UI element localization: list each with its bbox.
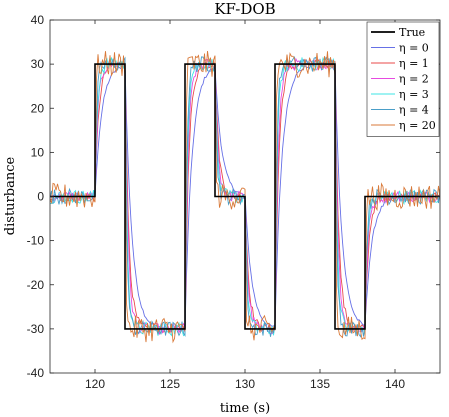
x-tick-label: 125 <box>160 377 180 391</box>
legend: True η = 0 η = 1 η = 2 η = 3 η = 4 η = 20 <box>366 21 440 137</box>
y-tick-label: -40 <box>27 366 45 380</box>
x-tick-label: 140 <box>385 377 405 391</box>
y-tick-label: -20 <box>27 278 45 292</box>
legend-label: η = 1 <box>399 57 429 70</box>
x-tick-label: 130 <box>235 377 255 391</box>
legend-box <box>366 21 440 137</box>
x-tick-label: 120 <box>85 377 105 391</box>
y-tick-label: 30 <box>31 57 45 71</box>
y-axis-label: disturbance <box>3 157 18 236</box>
series-layer <box>50 50 440 344</box>
legend-label: η = 20 <box>399 119 436 132</box>
legend-label: η = 0 <box>399 42 429 55</box>
y-tick-label: 0 <box>37 190 44 204</box>
legend-label: η = 4 <box>399 104 429 117</box>
x-tick-label: 135 <box>310 377 330 391</box>
y-tick-label: 40 <box>31 13 45 27</box>
x-axis-label: time (s) <box>220 401 270 416</box>
legend-label: True <box>399 26 425 39</box>
legend-label: η = 2 <box>399 73 429 86</box>
chart-title: KF-DOB <box>214 0 275 18</box>
legend-label: η = 3 <box>399 88 429 101</box>
axes-layer: 120 125 130 135 140 -40 -30 -20 -10 0 10 20 30 40 <box>27 13 441 391</box>
y-tick-label: -10 <box>27 234 45 248</box>
y-tick-label: 20 <box>31 101 45 115</box>
series-line-5 <box>50 50 440 344</box>
y-tick-label: 10 <box>31 145 45 159</box>
true-signal-line <box>50 63 440 330</box>
y-tick-label: -30 <box>27 322 45 336</box>
